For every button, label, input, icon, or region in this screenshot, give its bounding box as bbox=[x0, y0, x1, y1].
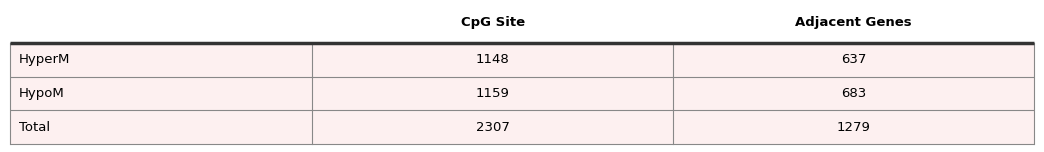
Text: Total: Total bbox=[19, 121, 50, 134]
Text: 1148: 1148 bbox=[476, 53, 509, 66]
Text: HypoM: HypoM bbox=[19, 87, 65, 100]
Text: HyperM: HyperM bbox=[19, 53, 70, 66]
Bar bbox=[10, 76, 1034, 111]
Text: 1279: 1279 bbox=[836, 121, 871, 134]
Bar bbox=[10, 43, 1034, 76]
Text: 2307: 2307 bbox=[476, 121, 509, 134]
Text: CpG Site: CpG Site bbox=[460, 16, 525, 29]
Text: 1159: 1159 bbox=[476, 87, 509, 100]
Text: 637: 637 bbox=[840, 53, 867, 66]
Text: Adjacent Genes: Adjacent Genes bbox=[796, 16, 911, 29]
Text: 683: 683 bbox=[840, 87, 867, 100]
Bar bbox=[10, 111, 1034, 144]
